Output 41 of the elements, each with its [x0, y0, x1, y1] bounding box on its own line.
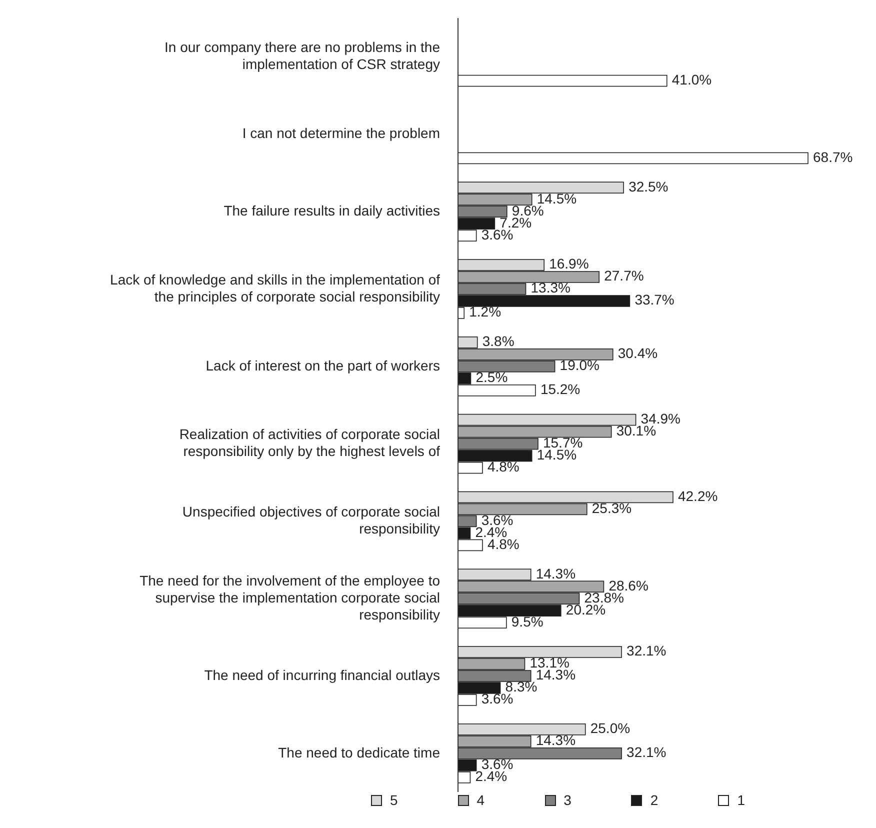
- legend-label: 3: [562, 792, 572, 808]
- y-tick-label: Realization of activities of corporate social responsibility only by the highest levels of: [179, 426, 440, 459]
- y-tick-label: The need of incurring financial outlays: [204, 666, 440, 683]
- data-label: 32.1%: [626, 642, 666, 659]
- y-tick-label: In our company there are no problems in the implementation of CSR strategy: [164, 38, 440, 72]
- y-tick-label: I can not determine the problem: [242, 124, 440, 141]
- data-label: 19.0%: [560, 357, 600, 374]
- y-tick-label: Lack of interest on the part of workers: [206, 357, 440, 374]
- data-label: 14.3%: [536, 732, 576, 748]
- bar: [458, 152, 808, 164]
- data-label: 14.3%: [536, 565, 576, 582]
- data-label: 32.5%: [628, 178, 668, 194]
- y-tick-label: Unspecified objectives of corporate social responsibility: [182, 503, 440, 536]
- data-label: 42.2%: [678, 488, 718, 504]
- data-label: 15.2%: [540, 381, 580, 398]
- data-label: 25.3%: [592, 500, 632, 516]
- data-label: 25.0%: [590, 720, 630, 736]
- data-label: 33.7%: [634, 292, 674, 308]
- data-label: 3.8%: [482, 333, 514, 350]
- data-label: 27.7%: [604, 268, 644, 284]
- data-label: 9.5%: [511, 613, 544, 630]
- data-label: 41.0%: [672, 71, 712, 88]
- data-label: 1.2%: [469, 304, 502, 320]
- data-label: 13.3%: [530, 280, 570, 296]
- legend-label: 2: [649, 792, 658, 808]
- data-label: 3.6%: [481, 512, 514, 528]
- bar: [458, 74, 668, 87]
- legend-label: 4: [476, 792, 485, 808]
- y-tick-label: The failure results in daily activities: [224, 202, 440, 218]
- legend-label: 1: [736, 792, 745, 808]
- data-label: 16.9%: [549, 256, 589, 272]
- legend-label: 5: [389, 792, 398, 808]
- data-label: 30.4%: [618, 345, 658, 362]
- y-tick-label: The need to dedicate time: [278, 744, 440, 760]
- data-label: 2.5%: [476, 369, 508, 386]
- y-tick-label: Lack of knowledge and skills in the implementation of the principles of corporate social responsibility: [110, 271, 440, 304]
- y-tick-label: The need for the involvement of the employee to supervise the implementation corporate social responsibility: [140, 572, 440, 622]
- data-label: 4.8%: [487, 536, 520, 552]
- data-label: 68.7%: [813, 148, 853, 165]
- data-label: 4.8%: [487, 458, 520, 474]
- data-label: 32.1%: [626, 744, 666, 760]
